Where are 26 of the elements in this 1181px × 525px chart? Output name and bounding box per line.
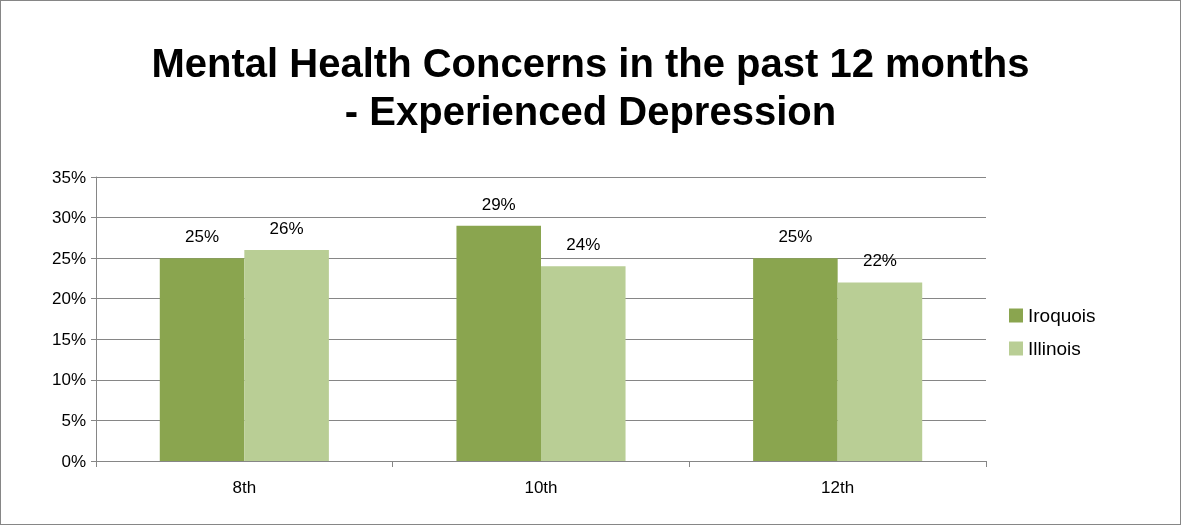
data-label: 25% [778, 227, 813, 247]
bar [244, 250, 329, 461]
y-tick-label: 10% [51, 370, 86, 390]
data-label: 22% [862, 251, 897, 271]
y-tick-label: 30% [51, 208, 86, 228]
data-label: 29% [481, 194, 516, 214]
x-tick-label: 10th [524, 478, 558, 497]
y-tick-label: 25% [51, 248, 86, 268]
data-label: 24% [566, 235, 601, 255]
legend-label: Iroquois [1028, 305, 1096, 326]
data-label: 26% [269, 219, 304, 239]
x-tick-label: 12th [821, 478, 855, 497]
x-tick-label: 8th [232, 478, 257, 497]
y-tick-label: 35% [51, 167, 86, 187]
bar [456, 225, 541, 461]
y-tick-label: 5% [61, 410, 86, 430]
bar [753, 258, 838, 461]
y-tick-label: 20% [51, 289, 86, 309]
bar [159, 258, 245, 461]
bar [837, 282, 923, 461]
bar [541, 266, 626, 461]
y-tick-label: 0% [61, 451, 86, 471]
chart-title: Mental Health Concerns in the past 12 months - Experienced Depression [151, 41, 1030, 133]
y-tick-label: 15% [51, 329, 86, 349]
legend-label: Illinois [1028, 338, 1081, 359]
data-label: 25% [185, 227, 220, 247]
